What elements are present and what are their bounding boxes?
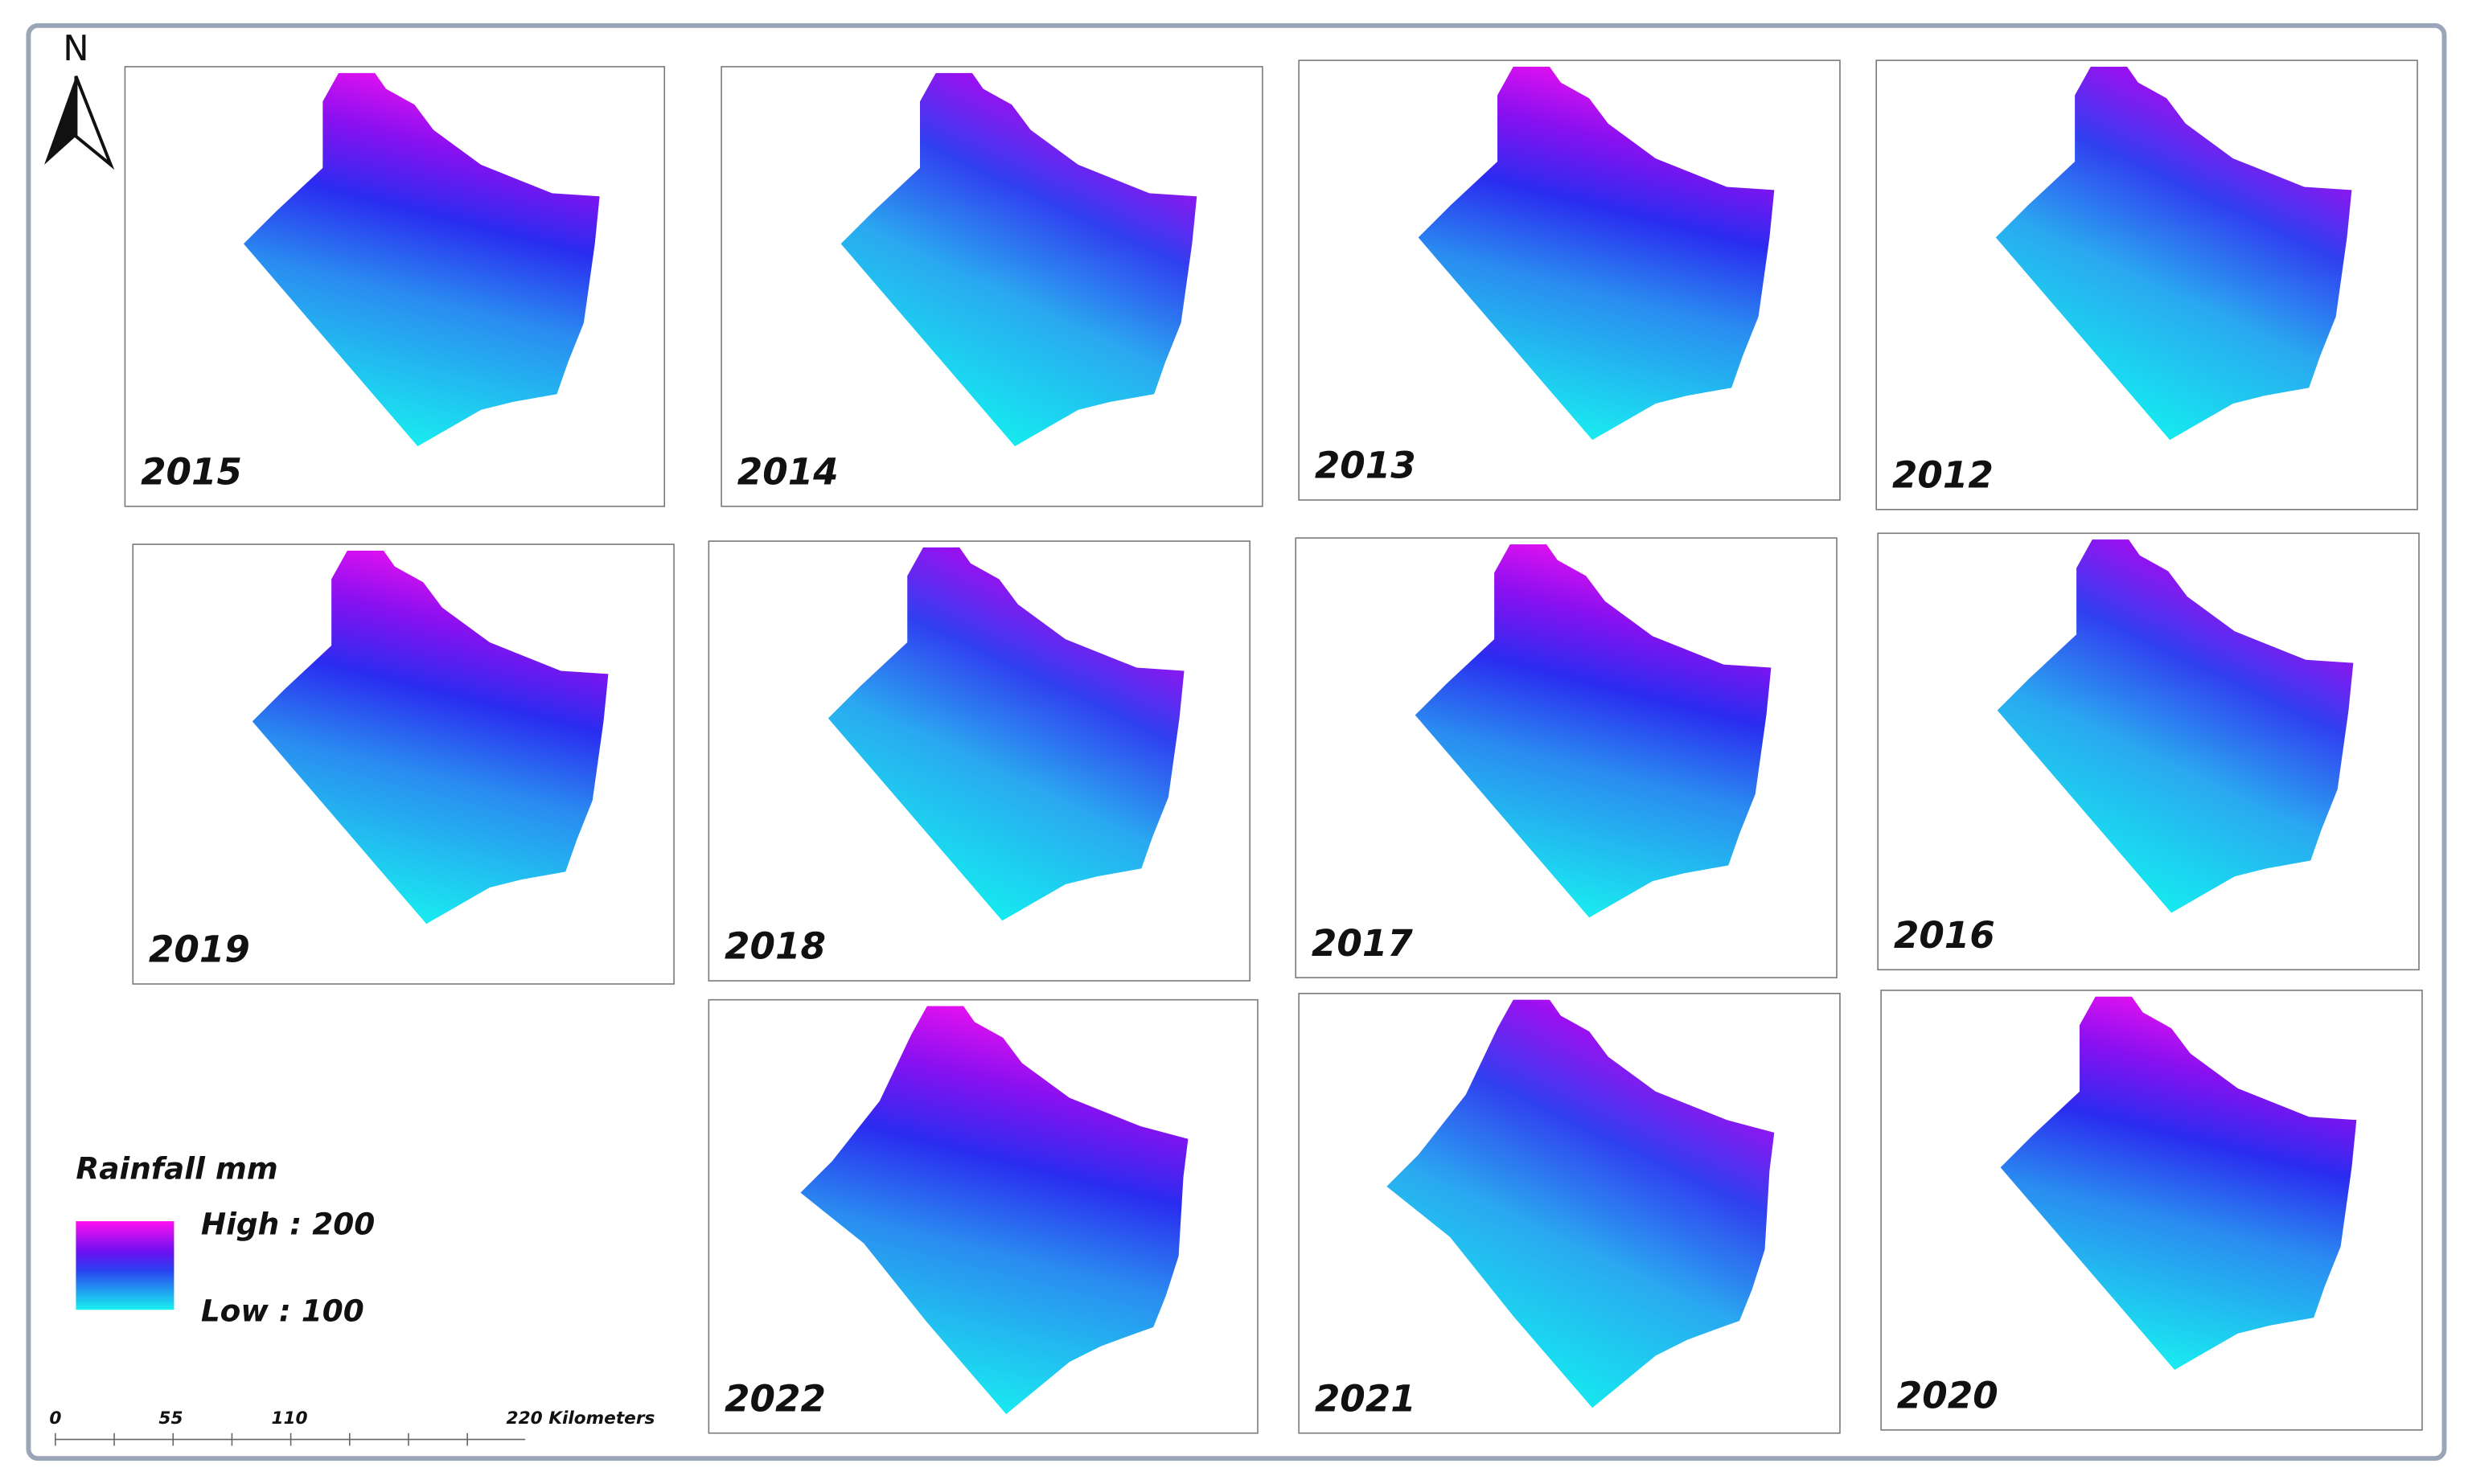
region-shape: [840, 72, 1197, 447]
map-panel: 2012: [1875, 59, 2418, 510]
panel-year: 2012: [1892, 453, 1994, 496]
region-shape: [1418, 66, 1775, 441]
map-panel: 2017: [1295, 537, 1838, 978]
map-panel: 2020: [1880, 990, 2423, 1431]
panel-year: 2019: [149, 929, 250, 971]
map-panel: 2013: [1298, 59, 1841, 501]
region-shape: [1997, 539, 2354, 913]
north-label: N: [63, 29, 88, 69]
region-shape: [2000, 996, 2357, 1371]
panel-year: 2013: [1315, 445, 1416, 487]
map-panel: 2019: [132, 543, 675, 985]
legend-swatch: [76, 1221, 175, 1310]
panel-year: 2018: [725, 925, 826, 968]
region-shape: [827, 547, 1185, 921]
panel-year: 2014: [737, 451, 839, 494]
map-panel: 2016: [1877, 532, 2420, 971]
region-shape: [252, 550, 609, 924]
region-shape: [1415, 544, 1772, 918]
scale-bar: 0 55 110 220 Kilometers: [49, 1408, 655, 1446]
north-arrow-right: [74, 76, 115, 170]
region-shape: [800, 1006, 1189, 1415]
region-shape: [243, 72, 600, 447]
map-panel: 2022: [708, 998, 1259, 1434]
legend-title: Rainfall mm: [76, 1151, 277, 1187]
region-shape: [1995, 66, 2352, 441]
panel-year: 2021: [1315, 1377, 1416, 1420]
map-panel: 2014: [721, 66, 1263, 507]
panel-year: 2015: [141, 451, 242, 494]
scale-label: 110: [271, 1408, 307, 1429]
map-panel: 2018: [708, 540, 1250, 982]
legend-high: High : 200: [201, 1206, 375, 1241]
panel-year: 2022: [725, 1377, 826, 1420]
north-arrow-left: [44, 76, 76, 165]
map-panel: 2021: [1298, 993, 1841, 1434]
scale-label: 220 Kilometers: [507, 1408, 655, 1429]
panel-year: 2017: [1312, 922, 1413, 965]
panel-year: 2020: [1897, 1374, 1998, 1416]
legend: Rainfall mm High : 200 Low : 100: [76, 1151, 375, 1329]
scale-label: 0: [49, 1408, 61, 1429]
map-panel: 2015: [124, 66, 666, 507]
north-arrow: N: [44, 29, 115, 170]
legend-low: Low : 100: [201, 1293, 364, 1329]
region-shape: [1386, 999, 1775, 1408]
outer-frame: [26, 23, 2447, 1461]
panel-year: 2016: [1894, 914, 1995, 957]
scale-label: 55: [158, 1408, 183, 1429]
